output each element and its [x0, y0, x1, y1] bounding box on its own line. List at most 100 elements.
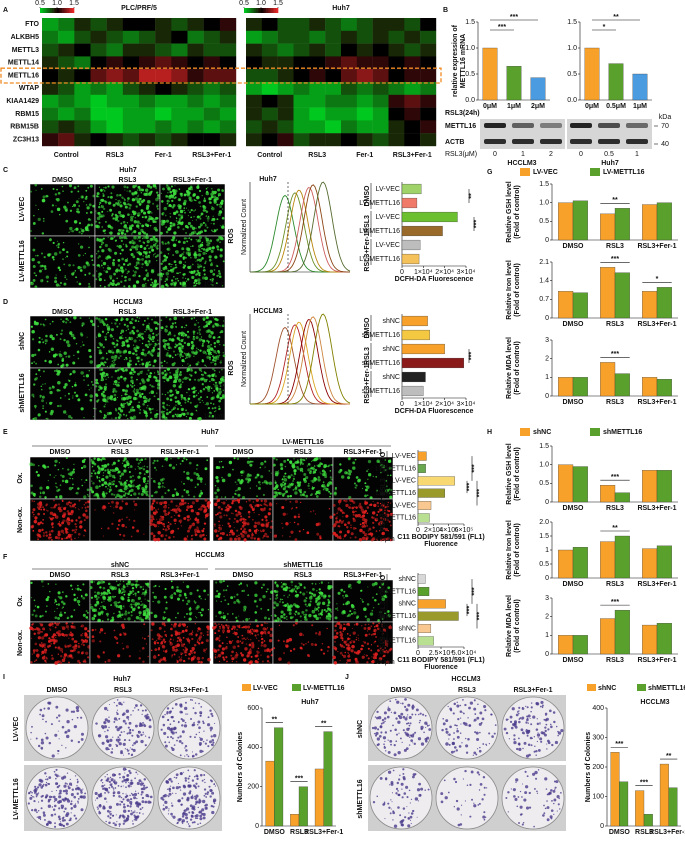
cell-signal	[222, 394, 225, 397]
cell-signal	[223, 596, 224, 597]
cell-signal	[337, 516, 338, 517]
cell-signal	[147, 369, 149, 371]
cell-signal	[169, 389, 172, 392]
cell-signal	[86, 212, 88, 214]
cell-signal	[285, 500, 286, 501]
cell-signal	[150, 278, 152, 280]
cell-signal	[181, 409, 183, 411]
cell-signal	[55, 482, 57, 484]
cell-signal	[233, 522, 234, 523]
cell-signal	[136, 587, 138, 589]
cell-signal	[145, 599, 146, 600]
cell-signal	[186, 240, 188, 242]
cell-signal	[40, 509, 42, 511]
cell-signal	[139, 364, 140, 365]
cell-signal	[160, 251, 163, 254]
cell-signal	[108, 377, 109, 378]
cell-signal	[59, 521, 60, 522]
cell-signal	[284, 478, 288, 482]
cell-signal	[145, 269, 147, 271]
cell-signal	[44, 268, 46, 270]
cell-signal	[57, 608, 58, 609]
cell-signal	[237, 499, 240, 502]
cell-signal	[112, 596, 115, 599]
cell-signal	[125, 259, 128, 262]
cell-signal	[139, 203, 142, 206]
cell-signal	[192, 264, 194, 266]
cell-signal	[113, 512, 115, 514]
cell-signal	[42, 615, 44, 617]
cell-signal	[161, 213, 163, 215]
cell-signal	[216, 535, 219, 538]
cell-signal	[32, 463, 35, 466]
cell-signal	[46, 486, 49, 489]
cell-signal	[207, 628, 209, 630]
cell-signal	[48, 640, 51, 643]
cell-signal	[161, 330, 162, 331]
cell-signal	[161, 200, 164, 203]
cell-signal	[214, 359, 217, 362]
cell-signal	[109, 232, 110, 233]
heatmap-cell	[91, 44, 107, 57]
heatmap-cell	[278, 56, 294, 69]
heatmap-cell	[204, 44, 220, 57]
cell-signal	[85, 616, 88, 619]
cell-signal	[223, 354, 226, 357]
cell-signal	[50, 323, 51, 324]
cell-signal	[102, 214, 105, 217]
heatmap-cell	[107, 108, 123, 121]
blot-band	[512, 139, 534, 144]
cell-signal	[127, 617, 130, 620]
category-label: shNC	[382, 318, 400, 325]
cell-signal	[158, 635, 161, 638]
cell-signal	[209, 259, 212, 262]
cell-signal	[201, 642, 203, 644]
cell-signal	[146, 417, 147, 418]
cell-signal	[145, 617, 147, 619]
cell-signal	[108, 502, 109, 503]
cell-signal	[151, 622, 154, 625]
bar	[585, 48, 599, 100]
cell-signal	[127, 258, 128, 259]
cell-signal	[139, 460, 140, 461]
cell-signal	[196, 395, 198, 397]
colorbar-tick-label: 0.5	[35, 0, 45, 7]
cell-signal	[213, 373, 215, 375]
cell-signal	[125, 502, 128, 505]
cell-signal	[131, 368, 134, 371]
cell-signal	[84, 459, 86, 461]
cell-signal	[143, 468, 145, 470]
cell-signal	[311, 480, 314, 483]
cell-signal	[138, 493, 140, 495]
cell-signal	[41, 389, 43, 391]
cell-signal	[97, 217, 101, 221]
cell-signal	[155, 344, 157, 346]
cell-signal	[131, 246, 134, 249]
cell-signal	[118, 416, 121, 419]
cell-signal	[197, 265, 200, 268]
cell-signal	[39, 644, 41, 646]
cell-signal	[199, 218, 201, 220]
cell-signal	[206, 253, 207, 254]
panel-label: I	[3, 674, 5, 681]
cell-signal	[202, 657, 204, 659]
cell-signal	[134, 392, 136, 394]
cell-signal	[80, 589, 82, 591]
cell-signal	[151, 390, 155, 394]
cell-signal	[33, 222, 36, 225]
cell-signal	[211, 250, 214, 253]
cell-signal	[162, 523, 165, 526]
cell-signal	[215, 363, 216, 364]
cell-signal	[47, 281, 49, 283]
cell-signal	[187, 626, 188, 627]
cell-signal	[80, 371, 84, 375]
cell-signal	[166, 200, 169, 203]
cell-signal	[358, 479, 361, 482]
cell-signal	[328, 491, 330, 493]
cell-signal	[135, 244, 139, 248]
stain-label: ROS	[228, 360, 235, 376]
cell-signal	[110, 596, 112, 598]
cell-signal	[196, 239, 197, 240]
cell-signal	[33, 516, 34, 517]
cell-signal	[103, 208, 105, 210]
